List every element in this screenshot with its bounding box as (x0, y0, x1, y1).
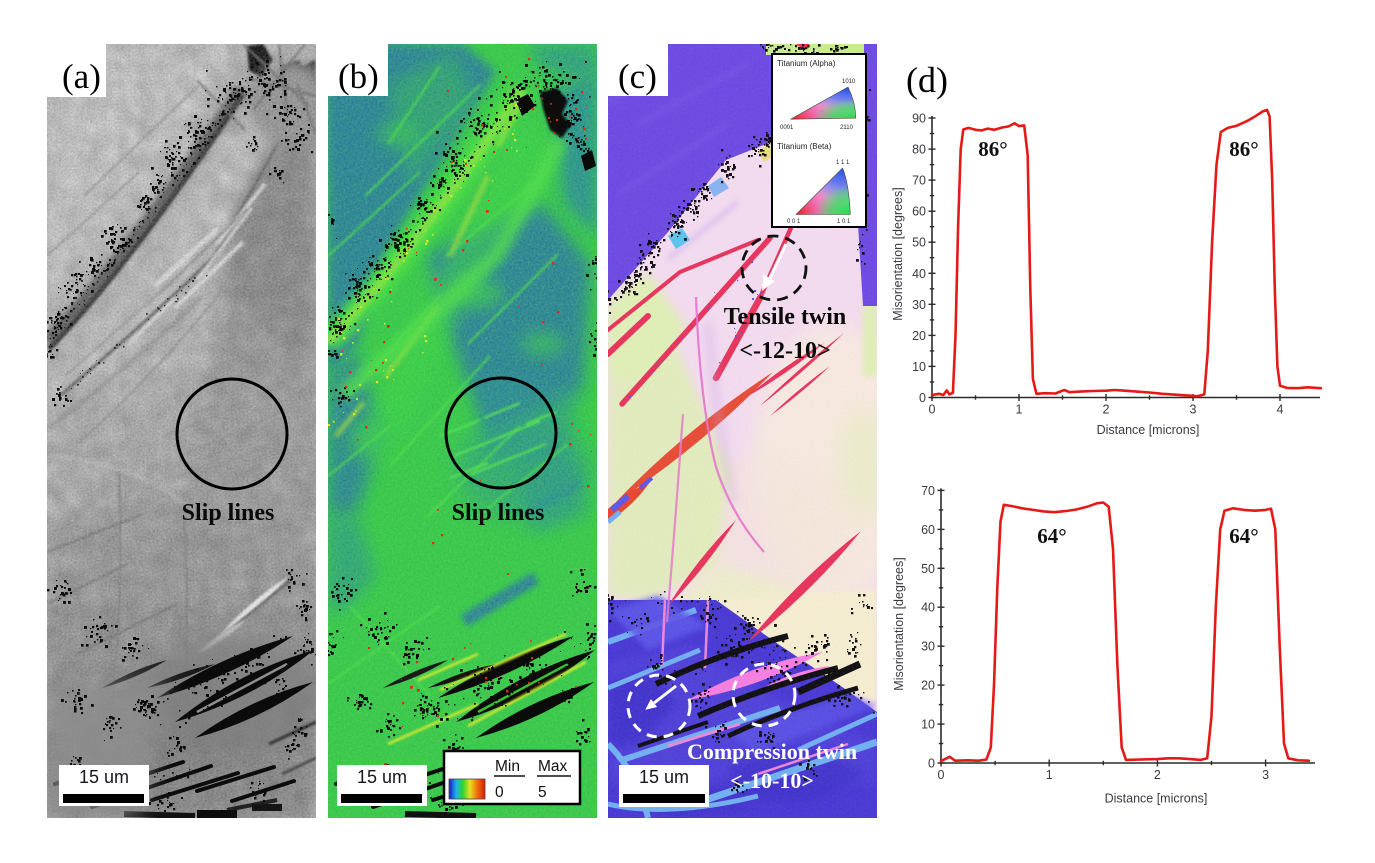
svg-text:40: 40 (921, 601, 935, 615)
svg-text:0 0 1: 0 0 1 (787, 219, 801, 225)
svg-text:0: 0 (928, 757, 935, 771)
svg-text:Titanium (Beta): Titanium (Beta) (777, 142, 832, 151)
svg-text:Max: Max (538, 758, 568, 775)
svg-text:1010: 1010 (842, 79, 856, 85)
svg-text:4: 4 (1277, 403, 1284, 417)
svg-text:50: 50 (912, 236, 926, 250)
svg-text:1 1 1: 1 1 1 (836, 160, 850, 166)
svg-text:0: 0 (929, 403, 936, 417)
svg-text:86°: 86° (1229, 137, 1258, 161)
svg-text:15 um: 15 um (357, 767, 407, 787)
svg-text:(b): (b) (338, 57, 379, 96)
svg-text:3: 3 (1190, 403, 1197, 417)
svg-text:86°: 86° (978, 137, 1007, 161)
svg-text:30: 30 (921, 640, 935, 654)
svg-text:(c): (c) (618, 57, 657, 96)
svg-text:Titanium (Alpha): Titanium (Alpha) (777, 59, 836, 68)
svg-text:30: 30 (912, 298, 926, 312)
svg-text:2: 2 (1154, 768, 1161, 782)
svg-text:15 um: 15 um (639, 767, 689, 787)
svg-text:Slip lines: Slip lines (182, 500, 275, 526)
svg-text:2110: 2110 (840, 125, 854, 131)
svg-text:0: 0 (919, 391, 926, 405)
svg-text:<-12-10>: <-12-10> (739, 338, 830, 364)
svg-text:80: 80 (912, 143, 926, 157)
svg-text:2: 2 (1103, 403, 1110, 417)
svg-text:<-10-10>: <-10-10> (730, 768, 814, 793)
svg-text:10: 10 (912, 360, 926, 374)
svg-text:0001: 0001 (780, 125, 794, 131)
svg-text:Distance [microns]: Distance [microns] (1097, 423, 1200, 437)
svg-text:50: 50 (921, 562, 935, 576)
svg-text:5: 5 (538, 784, 547, 801)
svg-text:70: 70 (921, 484, 935, 498)
svg-text:Distance [microns]: Distance [microns] (1105, 792, 1208, 806)
svg-text:1 0 1: 1 0 1 (837, 219, 851, 225)
svg-text:Compression twin: Compression twin (687, 739, 857, 764)
svg-text:64°: 64° (1037, 524, 1066, 548)
svg-text:60: 60 (921, 523, 935, 537)
svg-text:60: 60 (912, 205, 926, 219)
svg-text:64°: 64° (1229, 524, 1258, 548)
svg-text:0: 0 (938, 768, 945, 782)
svg-text:90: 90 (912, 112, 926, 126)
svg-text:Misorientation [degrees]: Misorientation [degrees] (891, 187, 905, 320)
svg-text:Tensile twin: Tensile twin (724, 304, 846, 330)
svg-text:1: 1 (1016, 403, 1023, 417)
svg-text:10: 10 (921, 718, 935, 732)
svg-text:(a): (a) (62, 57, 101, 96)
svg-text:Slip lines: Slip lines (452, 500, 545, 526)
svg-text:40: 40 (912, 267, 926, 281)
svg-text:1: 1 (1046, 768, 1053, 782)
svg-text:Misorientation [degrees]: Misorientation [degrees] (892, 557, 906, 690)
svg-text:0: 0 (495, 784, 504, 801)
svg-text:15 um: 15 um (79, 767, 129, 787)
svg-text:20: 20 (921, 679, 935, 693)
svg-text:20: 20 (912, 329, 926, 343)
svg-text:3: 3 (1262, 768, 1269, 782)
svg-text:(d): (d) (906, 60, 948, 100)
svg-text:70: 70 (912, 174, 926, 188)
svg-text:Min: Min (495, 758, 520, 775)
